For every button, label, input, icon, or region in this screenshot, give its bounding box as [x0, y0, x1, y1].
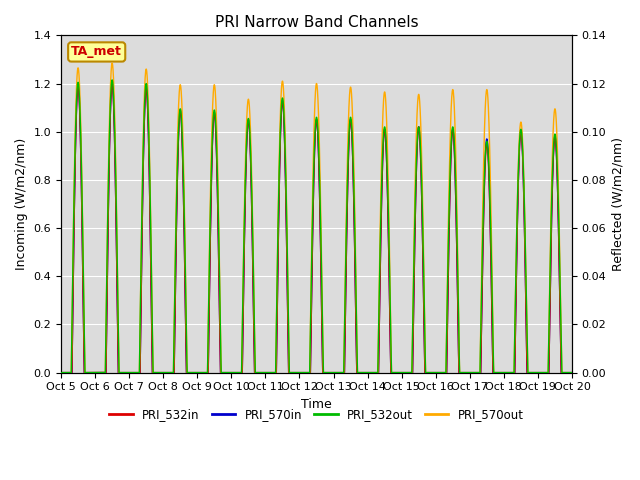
- PRI_532out: [74, 84, 81, 90]
- Line: PRI_532out: PRI_532out: [61, 80, 572, 372]
- Y-axis label: Incoming (W/m2/nm): Incoming (W/m2/nm): [15, 138, 28, 270]
- PRI_532in: [568, 370, 576, 375]
- PRI_532in: [108, 81, 116, 86]
- PRI_532in: [57, 370, 65, 375]
- PRI_570out: [108, 60, 116, 66]
- PRI_570out: [169, 370, 177, 375]
- PRI_570in: [500, 370, 508, 375]
- PRI_570in: [568, 370, 576, 375]
- Text: TA_met: TA_met: [71, 46, 122, 59]
- PRI_532out: [500, 370, 508, 375]
- PRI_570in: [74, 88, 81, 94]
- PRI_532out: [113, 227, 120, 233]
- Y-axis label: Reflected (W/m2/nm): Reflected (W/m2/nm): [612, 137, 625, 271]
- PRI_570out: [74, 70, 81, 75]
- PRI_570in: [57, 370, 65, 375]
- PRI_532in: [500, 370, 508, 375]
- PRI_532in: [180, 204, 188, 210]
- PRI_570out: [328, 370, 335, 375]
- PRI_532in: [328, 370, 335, 375]
- Line: PRI_570out: PRI_570out: [61, 63, 572, 372]
- PRI_532in: [74, 88, 81, 94]
- PRI_570in: [169, 370, 177, 375]
- X-axis label: Time: Time: [301, 398, 332, 411]
- PRI_570in: [180, 204, 188, 210]
- PRI_532out: [57, 370, 65, 375]
- PRI_532out: [328, 370, 335, 375]
- Line: PRI_532in: PRI_532in: [61, 84, 572, 372]
- PRI_532in: [113, 259, 120, 265]
- Title: PRI Narrow Band Channels: PRI Narrow Band Channels: [214, 15, 419, 30]
- PRI_570in: [328, 370, 335, 375]
- PRI_532out: [180, 186, 188, 192]
- Legend: PRI_532in, PRI_570in, PRI_532out, PRI_570out: PRI_532in, PRI_570in, PRI_532out, PRI_57…: [104, 403, 529, 426]
- PRI_570out: [180, 169, 188, 175]
- PRI_532out: [108, 77, 116, 83]
- PRI_532in: [169, 370, 177, 375]
- PRI_570out: [113, 218, 120, 224]
- Line: PRI_570in: PRI_570in: [61, 84, 572, 372]
- PRI_532out: [169, 370, 177, 375]
- PRI_570in: [113, 259, 120, 265]
- PRI_532out: [568, 370, 576, 375]
- PRI_570out: [500, 370, 508, 375]
- PRI_570out: [568, 370, 576, 375]
- PRI_570in: [108, 81, 116, 86]
- PRI_570out: [57, 370, 65, 375]
